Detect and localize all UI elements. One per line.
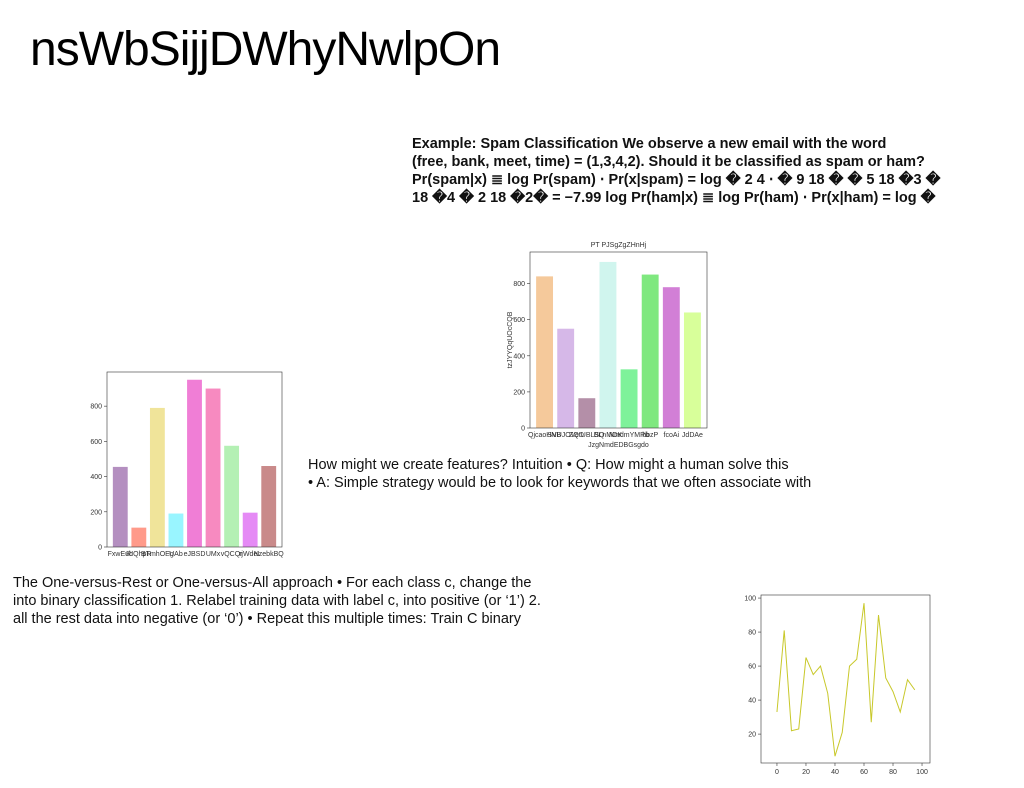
x-tick-label: 40 [831, 769, 839, 776]
bar [662, 287, 680, 428]
y-tick-label: 0 [98, 545, 102, 552]
y-tick-label: 800 [513, 281, 525, 288]
x-tick-label: NmdmYMRb [609, 432, 649, 439]
x-tick-label: UMx [206, 551, 221, 558]
y-tick-label: 60 [748, 664, 756, 671]
x-tick-label: RIQhpR [126, 551, 151, 558]
x-tick-label: eJBSD [184, 551, 206, 558]
x-tick-label: 60 [860, 769, 868, 776]
x-tick-label: QjcaoHNB [528, 432, 561, 439]
line [776, 603, 916, 757]
bar [149, 407, 165, 547]
y-tick-label: 100 [744, 596, 756, 603]
x-tick-label: hbzP [642, 432, 658, 439]
y-tick-label: 0 [521, 426, 525, 433]
text-line: • A: Simple strategy would be to look fo… [308, 475, 812, 491]
x-tick-label: fcoAi [664, 432, 680, 439]
text-line: into binary classification 1. Relabel tr… [13, 593, 541, 609]
plot-frame [760, 594, 931, 764]
text-line: The One-versus-Rest or One-versus-All ap… [13, 575, 532, 591]
bar [683, 312, 701, 428]
x-tick-label: FxwEub [108, 551, 133, 558]
plot-frame [106, 371, 283, 548]
plot-frame [529, 251, 708, 429]
text-line: all the rest data into negative (or ‘0’)… [13, 611, 521, 627]
bar [641, 274, 659, 428]
text-line: Pr(spam|x) ≣ log Pr(spam) ⋅ Pr(x|spam) =… [412, 172, 941, 188]
y-tick-label: 80 [748, 630, 756, 637]
y-tick-label: 600 [90, 439, 102, 446]
text-line: (free, bank, meet, time) = (1,3,4,2). Sh… [412, 154, 925, 170]
y-tick-label: 600 [513, 317, 525, 324]
x-tick-label: vQCQr [221, 551, 243, 558]
bar [578, 398, 596, 428]
y-tick-label: 200 [90, 509, 102, 516]
y-tick-label: 400 [513, 353, 525, 360]
bar [205, 388, 221, 547]
y-tick-label: 200 [513, 389, 525, 396]
bar [536, 276, 554, 428]
bar [131, 527, 147, 547]
text-block: How might we create features? Intuition … [308, 457, 811, 493]
bar [557, 328, 575, 428]
x-tick-label: UAb [169, 551, 183, 558]
y-tick-label: 40 [748, 698, 756, 705]
x-tick-label: NzebkBQ [254, 551, 285, 558]
bar [242, 512, 258, 547]
bar [224, 445, 240, 547]
x-tick-label: ZQtUBLSQ [569, 432, 605, 439]
x-tick-label: BLnMOK [594, 432, 623, 439]
text-line: Example: Spam Classification We observe … [412, 136, 887, 152]
slide-title: nsWbSijjDWhyNwlpOn [30, 23, 501, 76]
bar [112, 466, 128, 547]
x-axis-label: JzgNmdEDBGsgdo [588, 442, 649, 449]
x-tick-label: 80 [889, 769, 897, 776]
text-block: Example: Spam Classification We observe … [412, 136, 940, 208]
chart-title: PT PJSgZgZHnHj [591, 242, 647, 249]
x-tick-label: JdDAe [682, 432, 703, 439]
y-tick-label: 400 [90, 474, 102, 481]
bar [599, 261, 617, 428]
bar [168, 513, 184, 547]
y-tick-label: 20 [748, 732, 756, 739]
text-line: How might we create features? Intuition … [308, 457, 789, 473]
x-tick-label: SVUJOVeD [547, 432, 584, 439]
y-tick-label: 800 [90, 404, 102, 411]
bar [620, 369, 638, 428]
y-axis-label: tzJYYQqUOcCQB [507, 311, 514, 368]
x-tick-label: 0 [775, 769, 779, 776]
text-block: The One-versus-Rest or One-versus-All ap… [13, 575, 541, 629]
bar [187, 379, 202, 547]
x-tick-label: 20 [802, 769, 810, 776]
text-line: 18 �4 � 2 18 �2� = −7.99 log Pr(ham|x) ≣… [412, 190, 936, 206]
bar [261, 466, 277, 547]
x-tick-label: 100 [916, 769, 928, 776]
x-tick-label: BTmhOEg [141, 551, 174, 558]
x-tick-label: rjWdeL [239, 551, 261, 558]
